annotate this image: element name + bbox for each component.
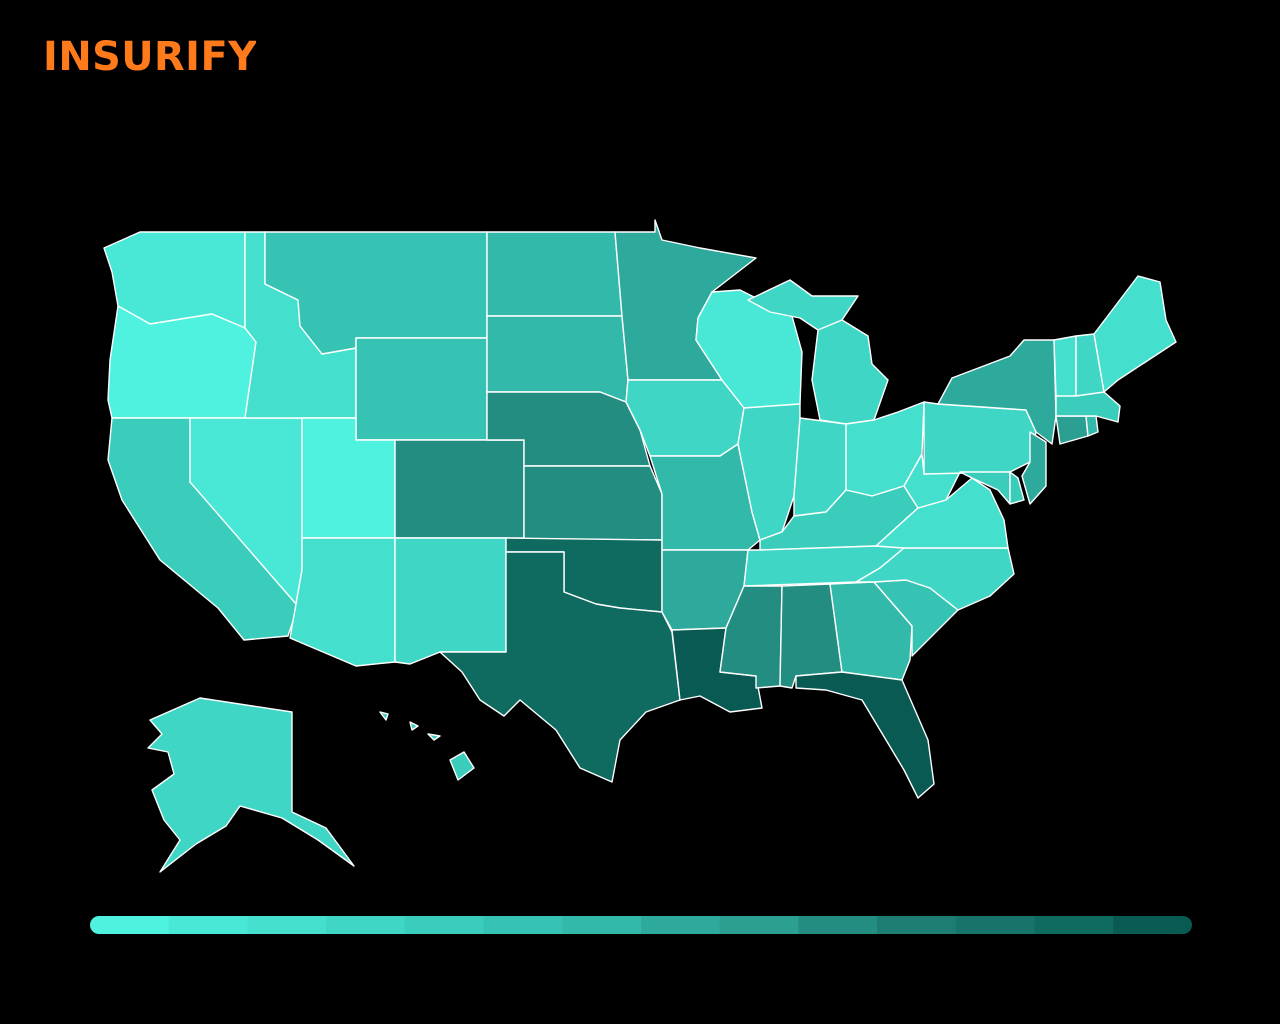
state-connecticut[interactable] (1055, 415, 1089, 445)
legend-segment (877, 916, 957, 934)
state-florida[interactable] (795, 671, 935, 799)
state-new-mexico[interactable] (394, 537, 507, 665)
us-choropleth-map (103, 219, 1177, 873)
insurify-logo: INSURIFY (43, 34, 256, 80)
legend-segment (641, 916, 721, 934)
legend-segment (1034, 916, 1114, 934)
legend-segment (955, 916, 1036, 934)
state-maryland[interactable] (959, 471, 1011, 505)
state-delaware[interactable] (1009, 471, 1025, 505)
legend-segment (562, 916, 642, 934)
color-scale-legend (90, 916, 1192, 934)
state-texas[interactable] (439, 551, 681, 783)
legend-segment (168, 916, 249, 934)
legend-segment (719, 916, 800, 934)
state-south-dakota[interactable] (486, 315, 629, 403)
legend-segment (326, 916, 406, 934)
state-arizona[interactable] (289, 537, 396, 667)
state-rhode-island[interactable] (1085, 415, 1099, 437)
state-oregon[interactable] (107, 305, 257, 419)
logo-text: INSURIFY (43, 34, 256, 80)
legend-segment (798, 916, 878, 934)
state-pennsylvania[interactable] (923, 401, 1037, 475)
state-wyoming[interactable] (355, 337, 488, 441)
states-layer (103, 219, 1177, 873)
state-vermont[interactable] (1053, 335, 1077, 397)
state-hawaii[interactable] (379, 711, 475, 781)
state-north-dakota[interactable] (486, 231, 623, 317)
legend-segment (247, 916, 327, 934)
legend-segments (90, 916, 1192, 934)
state-colorado[interactable] (394, 439, 525, 539)
legend-segment (90, 916, 170, 934)
state-kansas[interactable] (523, 465, 663, 541)
state-maine[interactable] (1093, 275, 1177, 393)
legend-segment (483, 916, 563, 934)
state-north-carolina[interactable] (855, 547, 1015, 611)
state-alaska[interactable] (147, 697, 355, 873)
state-michigan[interactable] (747, 279, 889, 425)
state-new-jersey[interactable] (1021, 431, 1047, 505)
legend-segment (404, 916, 485, 934)
legend-segment (1113, 916, 1192, 934)
